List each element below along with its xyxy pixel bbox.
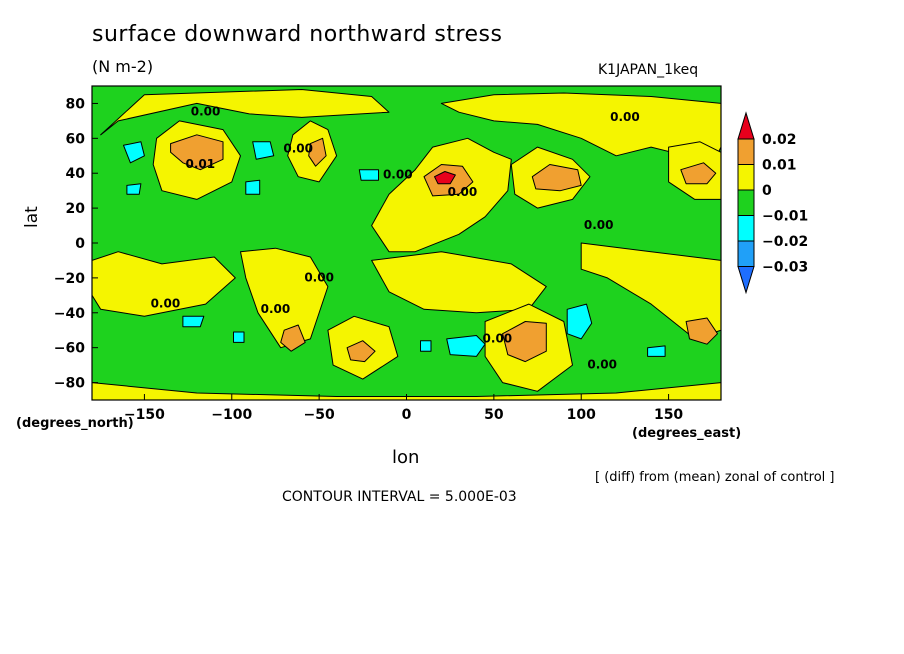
contour-label: 0.00 bbox=[283, 141, 313, 155]
negative-region bbox=[566, 303, 593, 340]
colorbar-swatch bbox=[737, 215, 755, 242]
y-tick-label: 0 bbox=[75, 236, 85, 252]
contour-label: 0.00 bbox=[483, 331, 513, 345]
colorbar-label: −0.03 bbox=[762, 260, 808, 276]
contour-label: 0.00 bbox=[151, 297, 181, 311]
y-tick-label: 60 bbox=[66, 131, 86, 147]
x-tick-label: 150 bbox=[654, 407, 683, 423]
max-positive-region bbox=[434, 171, 456, 185]
positive-region bbox=[100, 89, 390, 136]
strong-positive-region bbox=[308, 137, 327, 167]
x-axis-label: lon bbox=[392, 447, 420, 468]
negative-region bbox=[647, 345, 666, 357]
positive-region bbox=[92, 382, 721, 400]
contour-label: 0.00 bbox=[610, 110, 640, 124]
contour-label: 0.00 bbox=[584, 218, 614, 232]
x-tick-label: 0 bbox=[402, 407, 412, 423]
contour-label: 0.00 bbox=[587, 358, 617, 372]
colorbar-label: 0.02 bbox=[762, 132, 797, 148]
colorbar-top-arrow bbox=[737, 111, 755, 140]
negative-region bbox=[358, 169, 379, 181]
negative-region bbox=[245, 179, 261, 195]
contour-label: 0.00 bbox=[191, 105, 221, 119]
colorbar-label: 0.01 bbox=[762, 158, 797, 174]
colorbar-swatch bbox=[737, 240, 755, 267]
negative-region bbox=[252, 141, 275, 160]
strong-positive-region bbox=[170, 134, 224, 171]
strong-positive-region bbox=[531, 164, 582, 192]
contour-label: 0.00 bbox=[383, 167, 413, 181]
negative-region bbox=[420, 340, 432, 352]
run-label: K1JAPAN_1keq bbox=[598, 62, 699, 78]
contour-label: 0.01 bbox=[186, 157, 216, 171]
negative-region bbox=[446, 335, 486, 357]
contour-label: 0.00 bbox=[261, 302, 291, 316]
y-tick-label: 20 bbox=[66, 201, 86, 217]
x-tick-label: 50 bbox=[484, 407, 504, 423]
contour-label: 0.00 bbox=[448, 185, 478, 199]
y-tick-label: −40 bbox=[54, 306, 85, 322]
x-tick-label: −150 bbox=[124, 407, 165, 423]
colorbar-swatch bbox=[737, 138, 755, 165]
strong-positive-region bbox=[685, 317, 718, 345]
colorbar-swatch bbox=[737, 164, 755, 191]
contour-interval: CONTOUR INTERVAL = 5.000E-03 bbox=[282, 489, 517, 505]
y-tick-label: −20 bbox=[54, 271, 85, 287]
negative-region bbox=[123, 141, 145, 164]
x-tick-label: 100 bbox=[567, 407, 596, 423]
y-axis-units: (degrees_north) bbox=[16, 416, 134, 431]
x-axis-units: (degrees_east) bbox=[632, 426, 742, 441]
y-tick-label: −80 bbox=[54, 376, 85, 392]
strong-positive-region bbox=[680, 162, 717, 185]
colorbar-label: 0 bbox=[762, 183, 772, 199]
chart-title: surface downward northward stress bbox=[92, 22, 503, 47]
x-tick-label: −50 bbox=[304, 407, 335, 423]
strong-positive-region bbox=[346, 340, 376, 363]
positive-region bbox=[240, 247, 329, 349]
y-tick-label: −60 bbox=[54, 341, 85, 357]
negative-region bbox=[126, 183, 142, 195]
y-tick-label: 40 bbox=[66, 166, 86, 182]
strong-positive-region bbox=[280, 324, 306, 352]
y-tick-label: 80 bbox=[66, 96, 86, 112]
negative-region bbox=[233, 331, 245, 343]
x-tick-label: −100 bbox=[211, 407, 252, 423]
difference-note: [ (diff) from (mean) zonal of control ] bbox=[595, 470, 835, 485]
colorbar-bottom-arrow bbox=[737, 266, 755, 295]
colorbar-label: −0.01 bbox=[762, 209, 808, 225]
positive-region bbox=[92, 251, 236, 317]
colorbar-label: −0.02 bbox=[762, 234, 808, 250]
colorbar-swatch bbox=[737, 189, 755, 216]
negative-region bbox=[182, 315, 205, 328]
chart-units: (N m-2) bbox=[92, 57, 154, 76]
contour-label: 0.00 bbox=[304, 270, 334, 284]
strong-positive-region bbox=[502, 321, 547, 363]
